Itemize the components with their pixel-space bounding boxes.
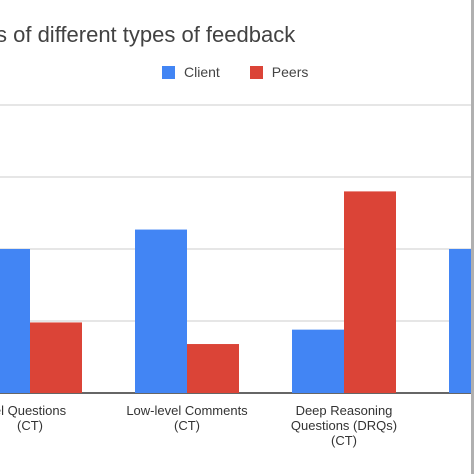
category-labels: el Questions (CT) Low-level Comments (CT) De… [0, 403, 397, 448]
category-label-1: Low-level Comments (CT) [126, 403, 248, 433]
bar-client-3 [449, 249, 474, 393]
category-label-0: el Questions (CT) [0, 403, 67, 433]
legend: Client Peers [162, 64, 338, 80]
bar-client-1 [135, 229, 187, 393]
bars [0, 191, 474, 393]
bar-client-0 [0, 249, 30, 393]
bar-peers-1 [187, 344, 239, 393]
legend-entry-client: Client [162, 64, 220, 80]
bar-peers-2 [344, 191, 396, 393]
legend-swatch-client [162, 65, 175, 79]
bar-peers-0 [30, 322, 82, 393]
frame-border [471, 0, 474, 474]
legend-label-client: Client [184, 64, 220, 80]
legend-entry-peers: Peers [249, 64, 309, 80]
category-label-2: Deep Reasoning Questions (DRQs) (CT) [291, 403, 397, 448]
chart-title: s of different types of feedback [0, 22, 296, 47]
legend-swatch-peers [249, 65, 263, 79]
bar-client-2 [292, 329, 344, 393]
legend-label-peers: Peers [271, 64, 309, 80]
